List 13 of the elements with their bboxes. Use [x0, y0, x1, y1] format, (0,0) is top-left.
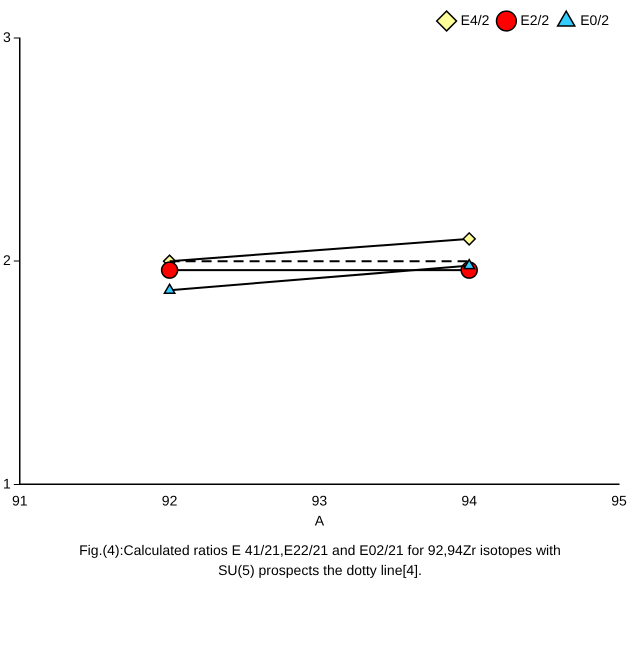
- legend-label: E2/2: [520, 12, 550, 28]
- x-axis-title: A: [314, 512, 325, 528]
- y-tick-label: 3: [2, 28, 11, 45]
- legend-label: E0/2: [580, 12, 610, 28]
- legend-label: E4/2: [460, 12, 490, 28]
- x-tick-label: 92: [162, 492, 178, 509]
- x-tick-label: 93: [312, 492, 328, 509]
- y-tick-label: 2: [2, 252, 11, 268]
- text: Fig.(4):Calculated ratios E 41/21,E22/21 and E02/21 for 92,94Zr isotopes with SU(5) prospects the dotty line[4].: [78, 541, 562, 580]
- x-tick-label: 91: [12, 492, 28, 509]
- x-tick-label: 95: [611, 492, 627, 509]
- x-tick-label: 94: [461, 492, 478, 509]
- y-tick-label: 1: [2, 475, 11, 492]
